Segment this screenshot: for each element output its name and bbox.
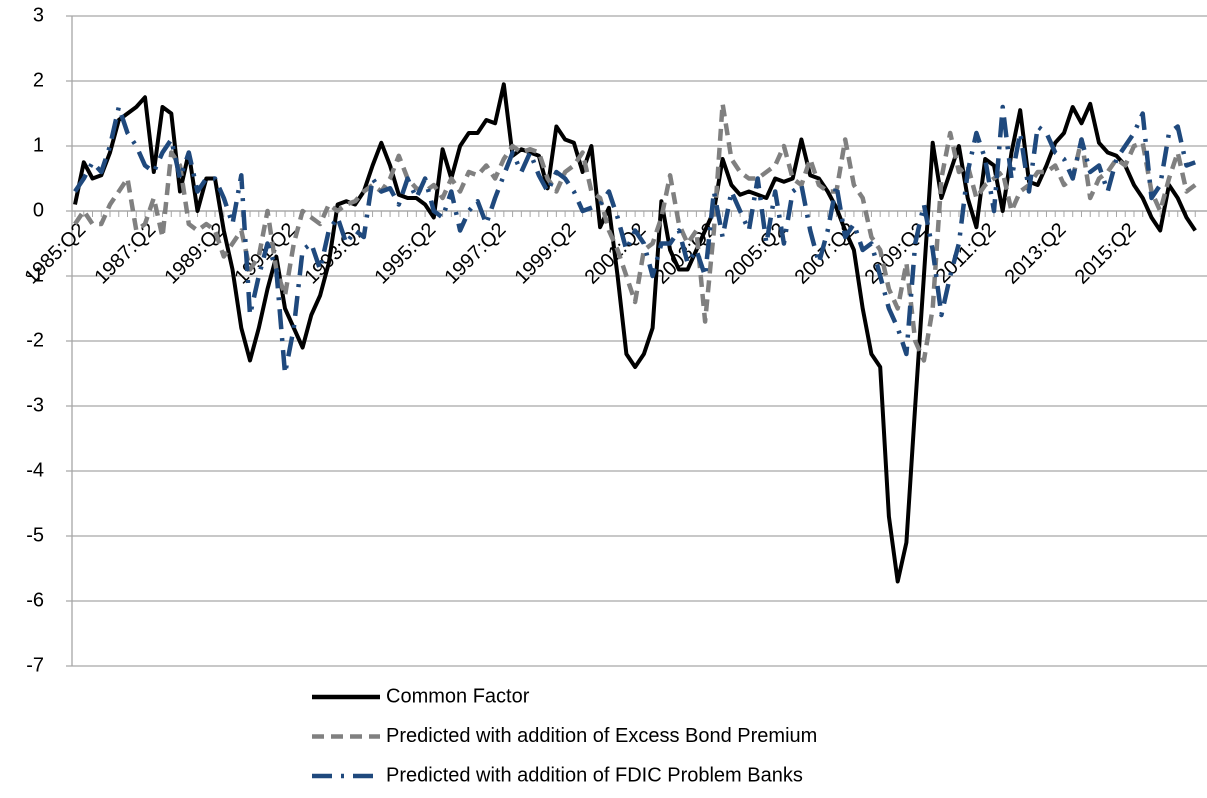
x-tick-label: 1995:Q2 — [371, 219, 441, 289]
y-tick-label: -4 — [26, 459, 44, 481]
legend-label: Predicted with addition of FDIC Problem … — [386, 764, 803, 786]
series-line — [73, 101, 1197, 363]
x-tick-label: 1987:Q2 — [90, 219, 160, 289]
y-tick-label: -1 — [26, 264, 44, 286]
series-line — [73, 104, 1196, 376]
y-tick-label: 3 — [33, 4, 44, 26]
y-tick-label: 1 — [33, 134, 44, 156]
y-tick-label: -6 — [26, 589, 44, 611]
legend-label: Predicted with addition of Excess Bond P… — [386, 725, 817, 747]
y-tick-label: -3 — [26, 394, 44, 416]
y-tick-label: -2 — [26, 329, 44, 351]
x-tick-label: 2013:Q2 — [1001, 219, 1071, 289]
y-tick-label: 2 — [33, 69, 44, 91]
x-tick-label: 1999:Q2 — [511, 219, 581, 289]
x-tick-label: 1985:Q2 — [20, 219, 90, 289]
x-tick-label: 1997:Q2 — [441, 219, 511, 289]
y-tick-label: 0 — [33, 199, 44, 221]
series-line — [73, 82, 1197, 584]
x-tick-label: 2015:Q2 — [1071, 219, 1141, 289]
y-tick-label: -5 — [26, 524, 44, 546]
legend-label: Common Factor — [386, 685, 530, 707]
x-tick-label: 2011:Q2 — [932, 219, 1001, 288]
y-tick-label: -7 — [26, 654, 44, 676]
